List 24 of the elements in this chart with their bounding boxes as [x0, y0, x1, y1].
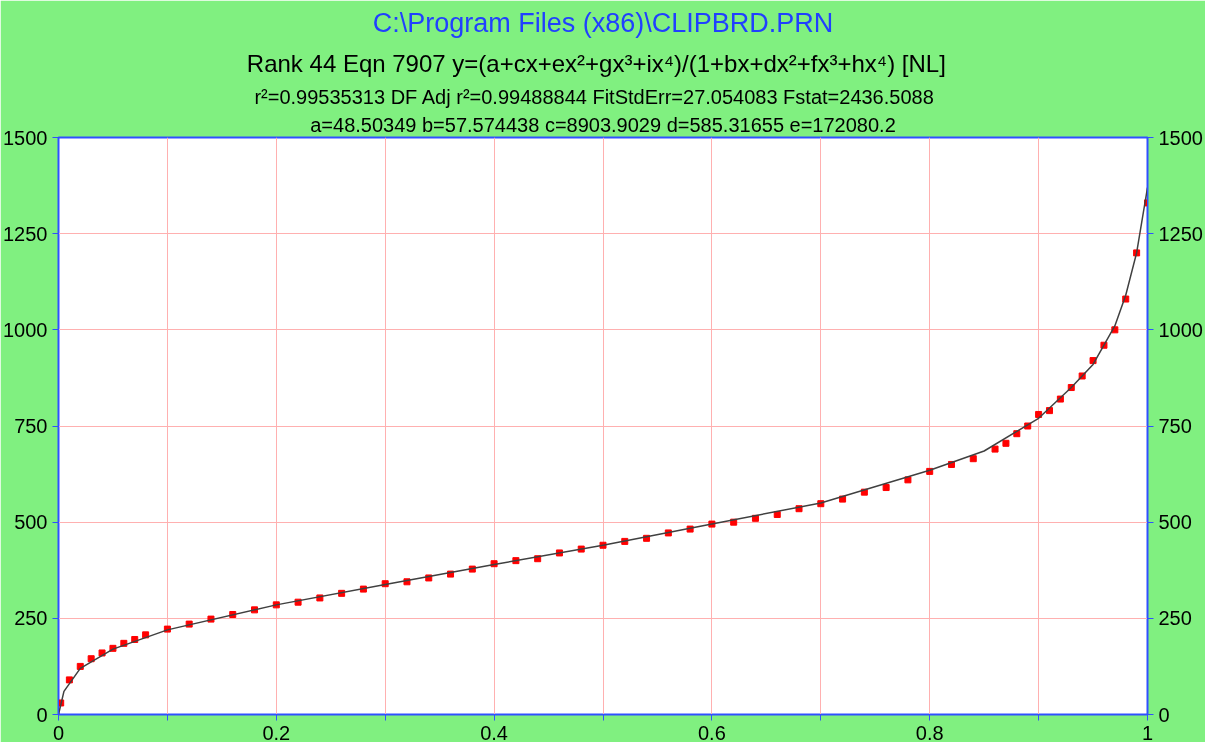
y-tick-label: 500 [14, 511, 48, 534]
y-tick-label: 250 [14, 607, 48, 630]
y-tick-label: 1500 [3, 126, 48, 149]
x-tick-label: 0.4 [480, 721, 509, 742]
y-tick-label: 750 [14, 415, 48, 437]
x-tick-label: 0 [52, 721, 65, 742]
y2-tick-label: 750 [1158, 415, 1192, 437]
y2-tick-label: 1500 [1158, 126, 1203, 149]
x-tick-label: 0.6 [698, 721, 726, 742]
x-tick-label: 0.8 [915, 721, 944, 742]
x-tick-label: 0.2 [262, 721, 291, 742]
y2-tick-label: 500 [1158, 511, 1192, 534]
y2-tick-label: 1000 [1158, 318, 1203, 341]
chart-subtitle: Rank 44 Eqn 7907 y=(a+cx+ex²+gx³+ix⁴)/(1+bx+dx²+fx³+hx⁴) [NL] [246, 49, 946, 77]
y-tick-label: 0 [36, 703, 48, 726]
x-tick-label: 1 [1141, 721, 1154, 742]
chart-title: C:\Program Files (x86)\CLIPBRD.PRN [372, 7, 834, 38]
text: r²=0.99535313 DF Adj r²=0.99488844 FitStdErr=27.054083 Fstat=2436.5088 [254, 85, 934, 108]
y2-tick-label: 0 [1158, 703, 1170, 726]
y2-tick-label: 250 [1158, 607, 1192, 630]
y-tick-label: 1000 [3, 318, 48, 341]
y-tick-label: 1250 [3, 222, 48, 245]
text: a=48.50349 b=57.574438 c=8903.9029 d=585.31655 e=172080.2 [310, 113, 896, 136]
y2-tick-label: 1250 [1158, 222, 1203, 245]
